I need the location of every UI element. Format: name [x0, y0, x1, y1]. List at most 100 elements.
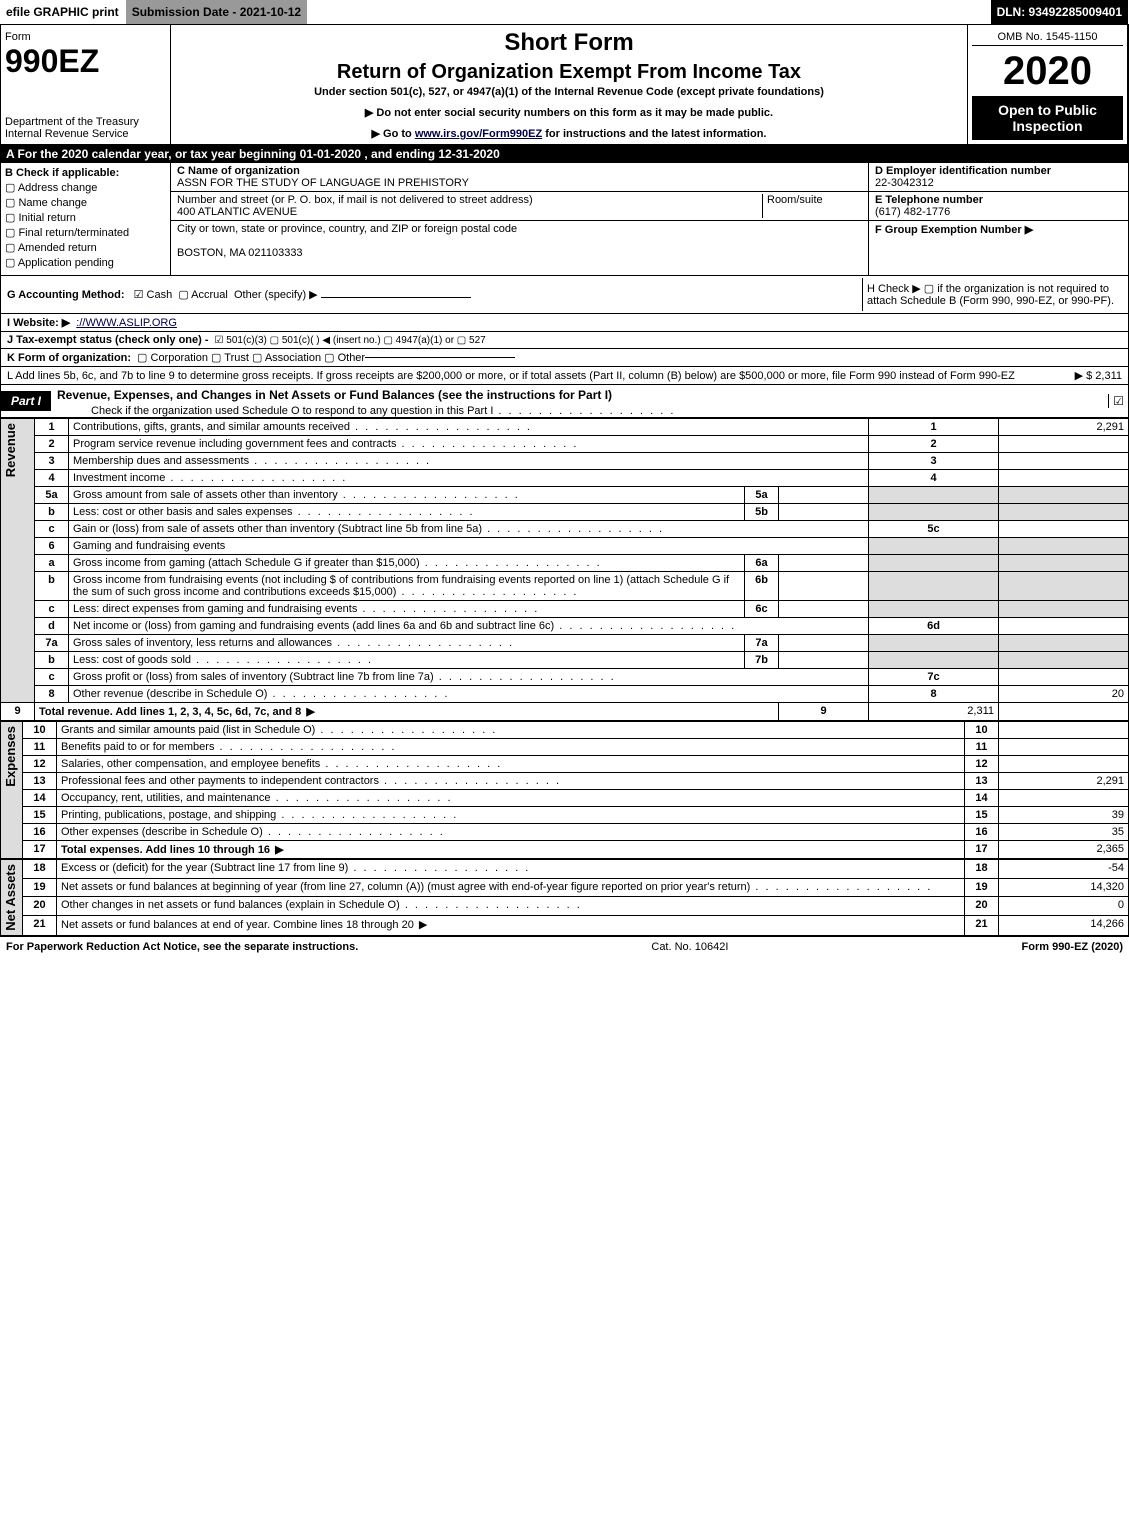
- dept-line1: Department of the Treasury: [5, 116, 139, 128]
- line-row: dNet income or (loss) from gaming and fu…: [1, 618, 1129, 635]
- chk-amended-return[interactable]: Amended return: [5, 241, 166, 254]
- note-ssn: ▶ Do not enter social security numbers o…: [175, 106, 963, 119]
- phone-value: (617) 482-1776: [875, 206, 950, 218]
- line-number: 7a: [35, 635, 69, 652]
- sub-line-number: 6c: [745, 601, 779, 618]
- line-i-pre: I Website: ▶: [7, 316, 70, 329]
- side-revenue: Revenue: [1, 419, 20, 481]
- info-grid: B Check if applicable: Address change Na…: [0, 163, 1129, 276]
- sub-line-value[interactable]: [779, 572, 869, 601]
- line-row: 10Grants and similar amounts paid (list …: [1, 722, 1129, 739]
- line-number: 5a: [35, 487, 69, 504]
- amount-shade: [999, 601, 1129, 618]
- efile-label[interactable]: efile GRAPHIC print: [0, 0, 126, 24]
- header-center: Short Form Return of Organization Exempt…: [171, 25, 968, 144]
- line-number: a: [35, 555, 69, 572]
- sub-line-number: 6b: [745, 572, 779, 601]
- right-line-number: 4: [869, 470, 999, 487]
- amount-value: 2,365: [999, 841, 1129, 859]
- right-line-number: 7c: [869, 669, 999, 686]
- line-desc: Professional fees and other payments to …: [57, 773, 965, 790]
- line-row: cGross profit or (loss) from sales of in…: [1, 669, 1129, 686]
- sub-line-value[interactable]: [779, 487, 869, 504]
- line-row: 8Other revenue (describe in Schedule O)8…: [1, 686, 1129, 703]
- right-line-number: 18: [965, 860, 999, 879]
- line-row: 3Membership dues and assessments3: [1, 453, 1129, 470]
- line-row: cGain or (loss) from sale of assets othe…: [1, 521, 1129, 538]
- sub-line-value[interactable]: [779, 635, 869, 652]
- line-row: 6Gaming and fundraising events: [1, 538, 1129, 555]
- amount-value: 2,291: [999, 773, 1129, 790]
- line-number: 17: [23, 841, 57, 859]
- right-line-number: 3: [869, 453, 999, 470]
- line-number: 12: [23, 756, 57, 773]
- sub-line-value[interactable]: [779, 652, 869, 669]
- sub-line-value[interactable]: [779, 555, 869, 572]
- line-i: I Website: ▶ ://WWW.ASLIP.ORG: [1, 314, 1128, 332]
- line-number: c: [35, 521, 69, 538]
- other-specify-input[interactable]: [321, 297, 471, 298]
- net-assets-table: Net Assets 18Excess or (deficit) for the…: [0, 859, 1129, 936]
- sub-line-value[interactable]: [779, 601, 869, 618]
- line-row: 20Other changes in net assets or fund ba…: [1, 897, 1129, 916]
- right-num-shade: [869, 572, 999, 601]
- sub-line-number: 7a: [745, 635, 779, 652]
- website-link[interactable]: ://WWW.ASLIP.ORG: [76, 317, 177, 329]
- line-row: 15Printing, publications, postage, and s…: [1, 807, 1129, 824]
- sub-line-value[interactable]: [779, 504, 869, 521]
- footer-center: Cat. No. 10642I: [358, 941, 1021, 953]
- line-number: 11: [23, 739, 57, 756]
- line-number: b: [35, 652, 69, 669]
- line-desc: Less: cost of goods sold: [69, 652, 745, 669]
- line-desc: Investment income: [69, 470, 869, 487]
- line-desc: Occupancy, rent, utilities, and maintena…: [57, 790, 965, 807]
- chk-final-return[interactable]: Final return/terminated: [5, 226, 166, 239]
- right-num-shade: [869, 487, 999, 504]
- amount-value: [999, 521, 1129, 538]
- line-desc: Benefits paid to or for members: [57, 739, 965, 756]
- irs-link[interactable]: www.irs.gov/Form990EZ: [415, 128, 542, 140]
- line-number: 1: [35, 419, 69, 436]
- right-line-number: 10: [965, 722, 999, 739]
- amount-value: 2,291: [999, 419, 1129, 436]
- right-num-shade: [869, 538, 999, 555]
- part1-check[interactable]: ☑: [1108, 394, 1128, 408]
- right-line-number: 1: [869, 419, 999, 436]
- amount-value: [999, 669, 1129, 686]
- omb-number: OMB No. 1545-1150: [972, 29, 1123, 46]
- line-row: 2Program service revenue including gover…: [1, 436, 1129, 453]
- line-number: 9: [1, 703, 35, 721]
- line-row: bLess: cost or other basis and sales exp…: [1, 504, 1129, 521]
- right-num-shade: [869, 635, 999, 652]
- box-def: D Employer identification number 22-3042…: [868, 163, 1128, 275]
- amount-shade: [999, 555, 1129, 572]
- sub-line-number: 5a: [745, 487, 779, 504]
- amount-value: 20: [999, 686, 1129, 703]
- amount-value: 0: [999, 897, 1129, 916]
- line-desc: Program service revenue including govern…: [69, 436, 869, 453]
- line-l-amount: ▶ $ 2,311: [1075, 369, 1122, 382]
- line-k-other-input[interactable]: [365, 357, 515, 358]
- chk-cash[interactable]: Cash: [134, 289, 173, 301]
- line-desc: Other changes in net assets or fund bala…: [57, 897, 965, 916]
- top-bar: efile GRAPHIC print Submission Date - 20…: [0, 0, 1129, 24]
- chk-accrual[interactable]: Accrual: [178, 289, 228, 301]
- ein-value: 22-3042312: [875, 177, 934, 189]
- dln-label: DLN: 93492285009401: [991, 0, 1129, 24]
- part1-title: Revenue, Expenses, and Changes in Net As…: [51, 385, 1108, 405]
- chk-application-pending[interactable]: Application pending: [5, 256, 166, 269]
- city-value: BOSTON, MA 021103333: [177, 247, 303, 259]
- line-number: 18: [23, 860, 57, 879]
- amount-value: 14,266: [999, 915, 1129, 935]
- chk-address-change[interactable]: Address change: [5, 181, 166, 194]
- street-value: 400 ATLANTIC AVENUE: [177, 206, 297, 218]
- line-a: A For the 2020 calendar year, or tax yea…: [0, 145, 1129, 163]
- line-desc: Grants and similar amounts paid (list in…: [57, 722, 965, 739]
- chk-name-change[interactable]: Name change: [5, 196, 166, 209]
- line-number: 15: [23, 807, 57, 824]
- line-desc: Gross profit or (loss) from sales of inv…: [69, 669, 869, 686]
- chk-initial-return[interactable]: Initial return: [5, 211, 166, 224]
- right-line-number: 14: [965, 790, 999, 807]
- header-left: Form 990EZ Department of the Treasury In…: [1, 25, 171, 144]
- amount-value: [999, 722, 1129, 739]
